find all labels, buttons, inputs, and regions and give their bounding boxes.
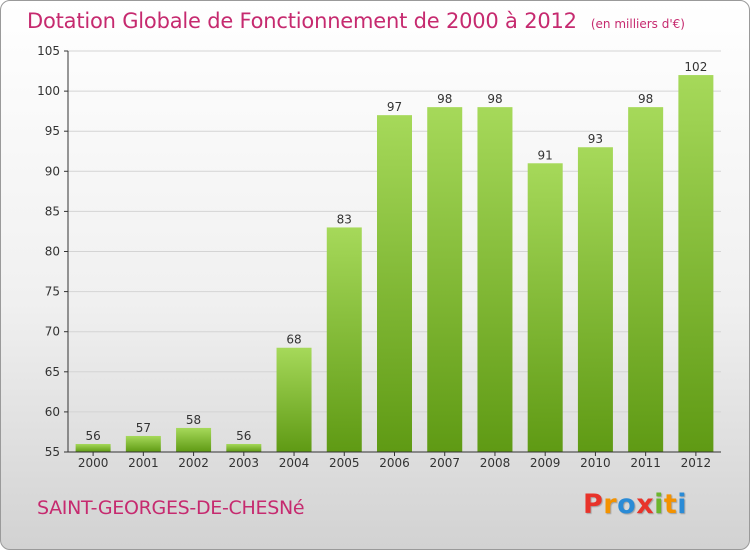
x-tick-label: 2003 xyxy=(229,456,260,470)
logo-letter: r xyxy=(603,489,618,520)
commune-name: SAINT-GEORGES-DE-CHESNé xyxy=(37,497,305,519)
value-label: 91 xyxy=(538,148,553,162)
x-tick-label: 2007 xyxy=(429,456,460,470)
x-tick-label: 2010 xyxy=(580,456,611,470)
value-label: 83 xyxy=(337,212,352,226)
bar-2000 xyxy=(75,443,111,452)
y-tick-label: 95 xyxy=(45,124,60,138)
value-label: 56 xyxy=(85,429,100,443)
bar-2001 xyxy=(125,435,161,452)
chart-title-text: Dotation Globale de Fonctionnement de 20… xyxy=(27,9,577,33)
value-label: 56 xyxy=(236,429,251,443)
x-tick-label: 2004 xyxy=(279,456,310,470)
bar-2012 xyxy=(678,75,714,452)
x-tick-label: 2006 xyxy=(379,456,410,470)
value-label: 98 xyxy=(437,92,452,106)
proxiti-logo: Proxiti xyxy=(583,489,687,520)
y-tick-label: 75 xyxy=(45,285,60,299)
y-tick-label: 55 xyxy=(45,445,60,459)
logo-letter: P xyxy=(583,489,604,520)
value-label: 68 xyxy=(286,333,301,347)
bar-2007 xyxy=(427,107,463,452)
bar-2006 xyxy=(377,115,412,452)
logo-letter: i xyxy=(654,489,664,520)
bar-2003 xyxy=(226,443,262,452)
bar-2005 xyxy=(326,227,362,452)
x-tick-label: 2012 xyxy=(681,456,712,470)
logo-letter: i xyxy=(677,489,688,520)
x-tick-label: 2011 xyxy=(630,456,661,470)
logo-letter: x xyxy=(636,489,655,520)
y-tick-label: 70 xyxy=(45,325,60,339)
unit-note: (en milliers d'€) xyxy=(590,17,685,31)
x-tick-label: 2008 xyxy=(480,456,511,470)
value-label: 58 xyxy=(186,413,201,427)
y-tick-label: 80 xyxy=(45,245,60,259)
logo-letter: t xyxy=(663,489,678,520)
bar-2008 xyxy=(477,107,513,452)
value-label: 57 xyxy=(136,421,151,435)
y-tick-label: 65 xyxy=(45,365,60,379)
x-tick-label: 2005 xyxy=(329,456,360,470)
x-tick-label: 2002 xyxy=(178,456,209,470)
value-label: 93 xyxy=(588,132,603,146)
bars xyxy=(75,75,714,453)
logo-letter: o xyxy=(617,489,637,520)
y-tick-label: 60 xyxy=(45,405,60,419)
y-tick-label: 105 xyxy=(37,44,60,58)
value-label: 102 xyxy=(684,60,707,74)
bar-2004 xyxy=(276,347,312,452)
value-label: 98 xyxy=(638,92,653,106)
bar-2009 xyxy=(527,163,563,452)
y-tick-label: 90 xyxy=(45,164,60,178)
chart-title: Dotation Globale de Fonctionnement de 20… xyxy=(27,9,685,33)
x-tick-label: 2001 xyxy=(128,456,159,470)
bar-2011 xyxy=(628,107,664,452)
y-tick-label: 85 xyxy=(45,204,60,218)
y-tick-label: 100 xyxy=(37,84,60,98)
value-label: 97 xyxy=(387,100,402,114)
labels: 55 60 65 70 75 80 85 90 95 100 105 56 2000 57 2001 58 20… xyxy=(37,44,711,470)
value-label: 98 xyxy=(487,92,502,106)
axes xyxy=(64,50,721,456)
x-tick-label: 2000 xyxy=(78,456,109,470)
bar-2010 xyxy=(577,147,613,453)
x-tick-label: 2009 xyxy=(530,456,561,470)
bar-2002 xyxy=(176,427,212,452)
